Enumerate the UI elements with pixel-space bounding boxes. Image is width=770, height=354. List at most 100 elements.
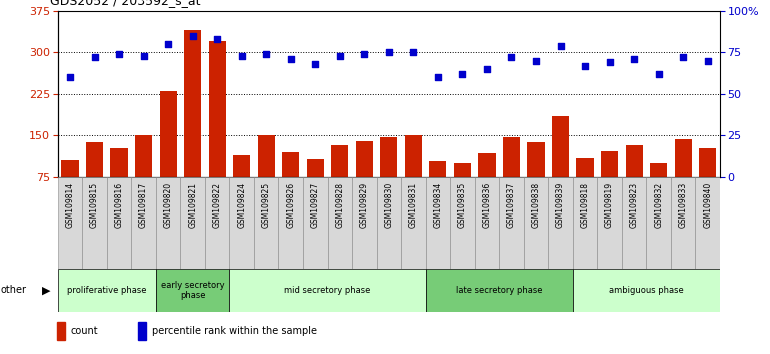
Text: proliferative phase: proliferative phase <box>67 286 146 295</box>
Text: GSM109814: GSM109814 <box>65 182 75 228</box>
Bar <box>573 177 598 269</box>
Point <box>333 53 346 58</box>
Bar <box>306 159 324 177</box>
Bar <box>499 177 524 269</box>
Bar <box>426 269 573 312</box>
Text: GSM109818: GSM109818 <box>581 182 590 228</box>
Bar <box>377 177 401 269</box>
Point <box>236 53 248 58</box>
Text: GSM109817: GSM109817 <box>139 182 148 228</box>
Text: GSM109826: GSM109826 <box>286 182 295 228</box>
Point <box>260 51 273 57</box>
Bar <box>58 177 82 269</box>
Point <box>505 55 517 60</box>
Bar <box>229 177 254 269</box>
Text: percentile rank within the sample: percentile rank within the sample <box>152 326 316 336</box>
Bar <box>646 177 671 269</box>
Point <box>701 58 714 63</box>
Point <box>677 55 689 60</box>
Text: GSM109837: GSM109837 <box>507 182 516 228</box>
Bar <box>82 177 107 269</box>
Text: GSM109834: GSM109834 <box>434 182 443 228</box>
Text: GSM109820: GSM109820 <box>163 182 172 228</box>
Bar <box>503 137 520 177</box>
Text: GSM109832: GSM109832 <box>654 182 663 228</box>
Bar <box>352 177 377 269</box>
Bar <box>430 161 447 177</box>
Bar <box>552 116 569 177</box>
Bar <box>527 142 544 177</box>
Text: GSM109833: GSM109833 <box>678 182 688 228</box>
Point <box>137 53 149 58</box>
Point <box>358 51 370 57</box>
Point <box>211 36 223 42</box>
Bar <box>601 151 618 177</box>
Bar <box>110 148 128 177</box>
Bar <box>86 142 103 177</box>
Bar <box>695 177 720 269</box>
Bar <box>426 177 450 269</box>
Text: other: other <box>1 285 27 295</box>
Point <box>186 33 199 39</box>
Bar <box>548 177 573 269</box>
Point <box>579 63 591 68</box>
Text: GSM109840: GSM109840 <box>703 182 712 228</box>
Bar <box>303 177 327 269</box>
Text: GSM109815: GSM109815 <box>90 182 99 228</box>
Bar <box>209 41 226 177</box>
Point <box>89 55 101 60</box>
Text: count: count <box>70 326 98 336</box>
Point <box>162 41 174 47</box>
Bar <box>474 177 499 269</box>
Text: GSM109827: GSM109827 <box>311 182 320 228</box>
Bar <box>356 141 373 177</box>
Bar <box>62 160 79 177</box>
Bar <box>279 177 303 269</box>
Point <box>113 51 126 57</box>
Bar <box>450 177 474 269</box>
Bar <box>156 177 180 269</box>
Bar <box>57 322 65 340</box>
Bar <box>180 177 205 269</box>
Text: GSM109830: GSM109830 <box>384 182 393 228</box>
Bar <box>282 152 300 177</box>
Bar <box>671 177 695 269</box>
Text: GSM109825: GSM109825 <box>262 182 271 228</box>
Text: GSM109819: GSM109819 <box>605 182 614 228</box>
Bar <box>132 177 156 269</box>
Point <box>285 56 297 62</box>
Point <box>652 71 665 77</box>
Point <box>64 74 76 80</box>
Point <box>480 66 493 72</box>
Text: early secretory
phase: early secretory phase <box>161 281 225 300</box>
Text: mid secretory phase: mid secretory phase <box>284 286 370 295</box>
Text: GSM109822: GSM109822 <box>213 182 222 228</box>
Bar <box>598 177 622 269</box>
Bar <box>254 177 279 269</box>
Bar <box>699 148 716 177</box>
Bar <box>58 269 156 312</box>
Text: GSM109831: GSM109831 <box>409 182 418 228</box>
Point <box>457 71 469 77</box>
Bar <box>229 269 426 312</box>
Point <box>554 43 567 48</box>
Text: GSM109821: GSM109821 <box>188 182 197 228</box>
Bar <box>577 158 594 177</box>
Bar <box>233 155 250 177</box>
Bar <box>135 135 152 177</box>
Bar <box>107 177 132 269</box>
Bar <box>331 145 348 177</box>
Bar <box>205 177 229 269</box>
Bar <box>401 177 426 269</box>
Text: GSM109839: GSM109839 <box>556 182 565 228</box>
Text: GDS2052 / 203592_s_at: GDS2052 / 203592_s_at <box>50 0 200 7</box>
Point <box>530 58 542 63</box>
Bar <box>159 91 176 177</box>
Bar <box>478 153 496 177</box>
Bar <box>573 269 720 312</box>
Bar <box>156 269 229 312</box>
Point <box>604 59 616 65</box>
Text: GSM109838: GSM109838 <box>531 182 541 228</box>
Point <box>407 50 420 55</box>
Bar <box>405 135 422 177</box>
